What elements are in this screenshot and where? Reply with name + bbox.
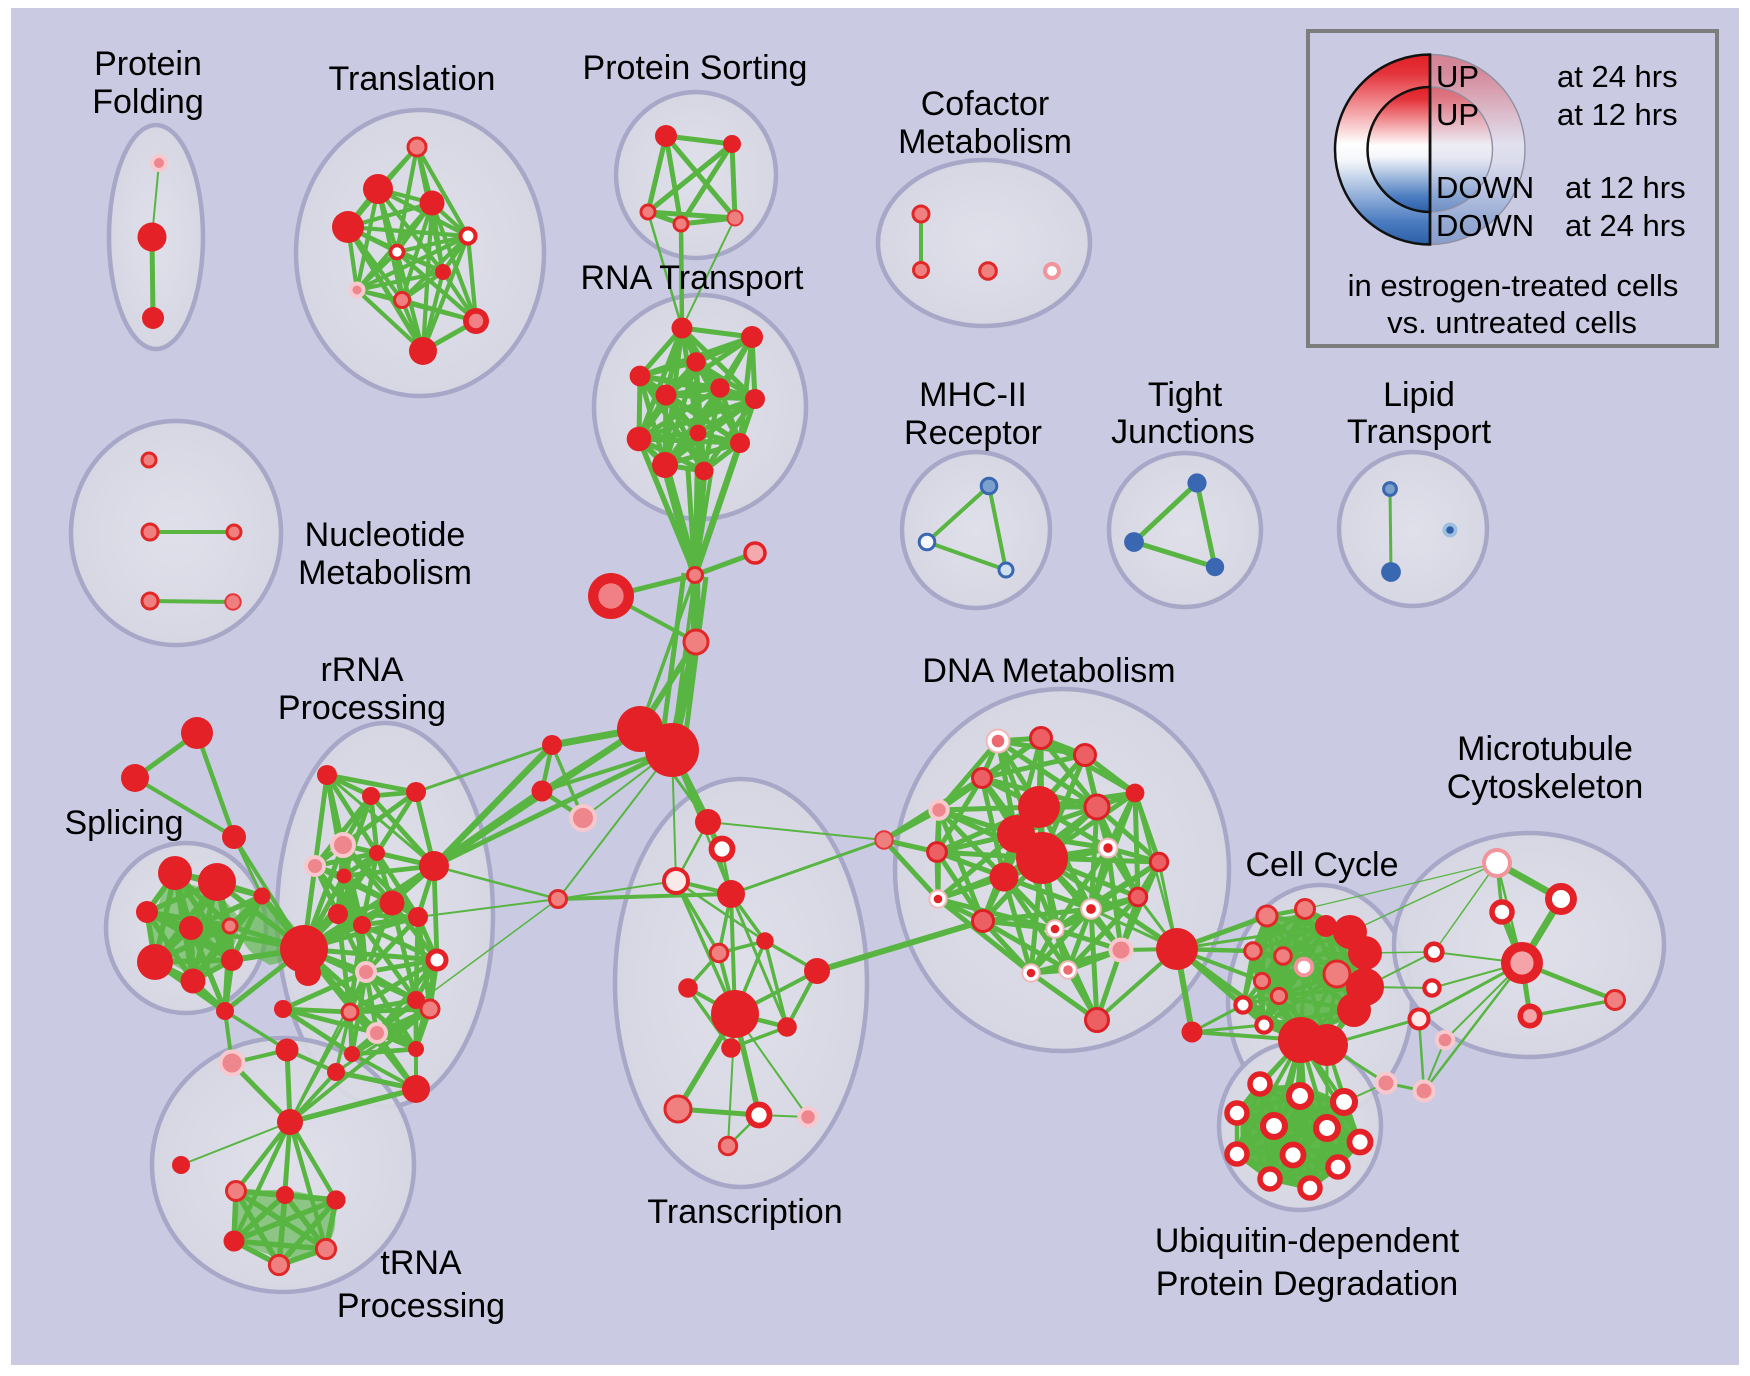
svg-text:UP: UP: [1436, 97, 1479, 132]
svg-text:Processing: Processing: [337, 1287, 505, 1325]
svg-text:at 12 hrs: at 12 hrs: [1557, 97, 1678, 132]
svg-text:Folding: Folding: [92, 83, 204, 121]
svg-text:Tight: Tight: [1148, 376, 1223, 414]
svg-text:Nucleotide: Nucleotide: [305, 516, 466, 554]
svg-text:MHC-II: MHC-II: [919, 376, 1027, 414]
svg-text:vs. untreated cells: vs. untreated cells: [1387, 305, 1637, 340]
svg-text:Protein Sorting: Protein Sorting: [583, 49, 808, 87]
svg-text:at 24 hrs: at 24 hrs: [1565, 208, 1686, 243]
svg-text:Splicing: Splicing: [64, 804, 183, 842]
svg-text:Cofactor: Cofactor: [921, 85, 1050, 123]
svg-text:RNA Transport: RNA Transport: [581, 259, 805, 297]
svg-text:at 24 hrs: at 24 hrs: [1557, 59, 1678, 94]
svg-text:UP: UP: [1436, 59, 1479, 94]
svg-text:at 12 hrs: at 12 hrs: [1565, 170, 1686, 205]
svg-text:Cytoskeleton: Cytoskeleton: [1447, 768, 1644, 806]
svg-text:Microtubule: Microtubule: [1457, 730, 1633, 768]
svg-text:Processing: Processing: [278, 689, 446, 727]
svg-text:DOWN: DOWN: [1436, 170, 1534, 205]
svg-text:Metabolism: Metabolism: [298, 554, 472, 592]
svg-text:Translation: Translation: [329, 60, 496, 98]
svg-text:Transcription: Transcription: [647, 1193, 842, 1231]
svg-text:Ubiquitin-dependent: Ubiquitin-dependent: [1155, 1222, 1460, 1260]
svg-text:Receptor: Receptor: [904, 414, 1042, 452]
svg-text:in estrogen-treated cells: in estrogen-treated cells: [1348, 268, 1679, 303]
svg-text:Lipid: Lipid: [1383, 376, 1455, 414]
svg-text:rRNA: rRNA: [320, 651, 403, 689]
svg-text:DNA Metabolism: DNA Metabolism: [922, 652, 1175, 690]
svg-text:tRNA: tRNA: [380, 1244, 462, 1282]
svg-text:Junctions: Junctions: [1111, 413, 1255, 451]
svg-text:Transport: Transport: [1347, 413, 1492, 451]
svg-text:DOWN: DOWN: [1436, 208, 1534, 243]
svg-text:Protein: Protein: [94, 45, 202, 83]
svg-text:Metabolism: Metabolism: [898, 123, 1072, 161]
svg-text:Protein Degradation: Protein Degradation: [1156, 1265, 1458, 1303]
svg-text:Cell Cycle: Cell Cycle: [1245, 846, 1398, 884]
